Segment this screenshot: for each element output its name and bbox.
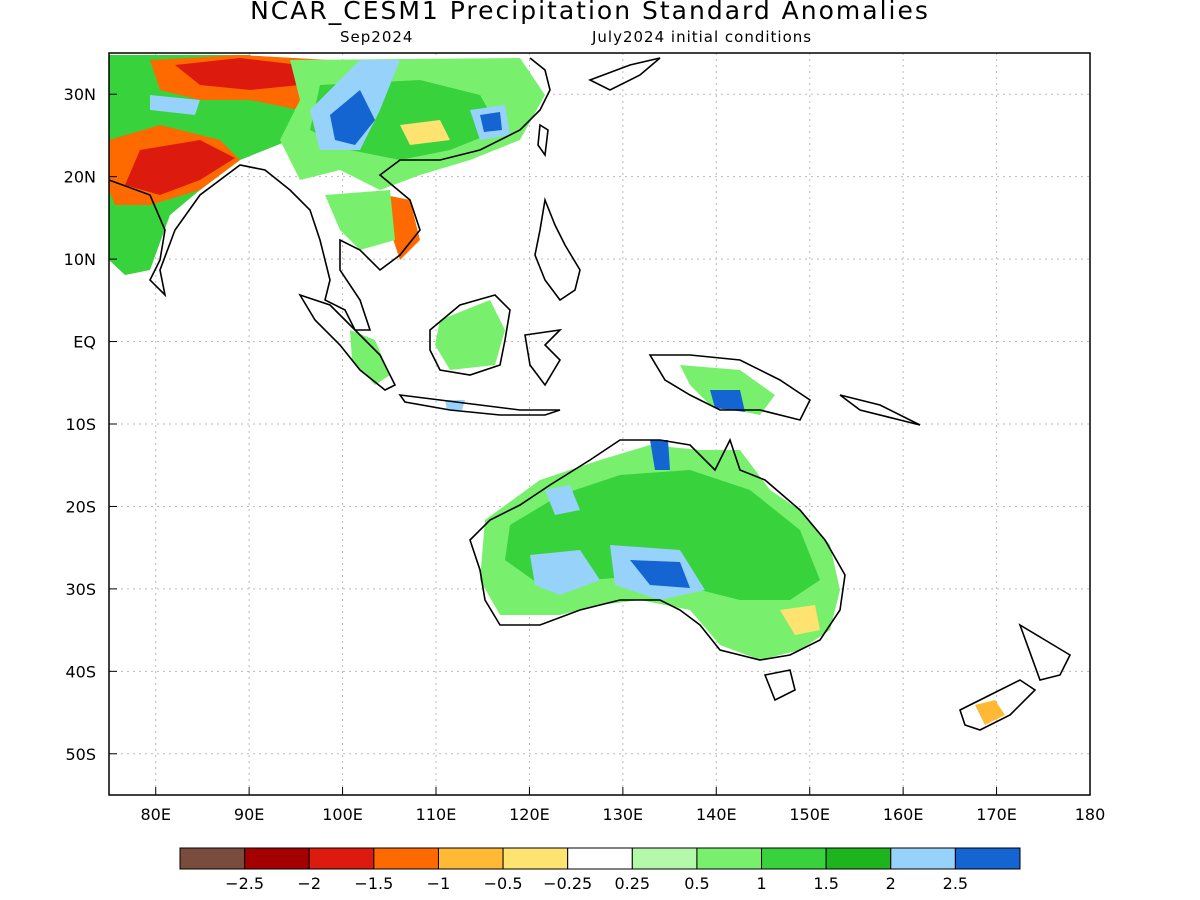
southeast-australia-dry [780, 605, 820, 635]
new-zealand-dry-patch [975, 700, 1005, 725]
philippines-coastline [534, 197, 581, 302]
lat-tick-label: 30N [64, 85, 96, 104]
longitude-axis: 80E 90E 100E 110E 120E 130E 140E 150E 160E 170E 18… [140, 787, 1105, 824]
colorbar-swatch [890, 847, 956, 870]
lon-tick-label: 130E [603, 805, 644, 824]
colorbar-label: 2.5 [943, 874, 968, 893]
lon-tick-label: 110E [416, 805, 457, 824]
lat-tick-label: 30S [65, 580, 96, 599]
vietnam-dry-region [385, 195, 420, 260]
top-end-very-wet [650, 440, 670, 470]
australia-very-wet-west [530, 550, 600, 595]
lat-tick-label: 10N [64, 250, 96, 269]
himalaya-wet-patch [150, 95, 200, 115]
lat-tick-label: 10S [65, 415, 96, 434]
lat-tick-label: EQ [73, 333, 96, 352]
colorbar-label: 1 [756, 874, 766, 893]
taiwan-coastline [537, 123, 549, 158]
australia-very-wet-northwest [545, 485, 580, 515]
coastlines [109, 57, 1072, 731]
australia-coastline [469, 437, 846, 661]
bengal-core-dry [125, 140, 235, 195]
colorbar-swatch [373, 847, 439, 870]
lat-tick-label: 20N [64, 168, 96, 187]
lon-tick-label: 120E [509, 805, 550, 824]
lon-tick-label: 80E [140, 805, 170, 824]
sumatra-wet-region [350, 330, 390, 385]
indochina-wet-region [325, 190, 395, 250]
tasmania-coastline [763, 669, 796, 702]
sumatra-coastline [298, 293, 397, 391]
lon-tick-label: 160E [883, 805, 924, 824]
colorbar-swatch [244, 847, 310, 870]
new-zealand-north-coastline [1018, 623, 1072, 681]
solomon-islands-coastline [839, 394, 921, 426]
graticule [109, 53, 1091, 795]
colorbar-swatch [437, 847, 504, 870]
lat-tick-label: 40S [65, 662, 96, 681]
lon-tick-label: 180 [1075, 805, 1106, 824]
east-china-dry-patch [400, 120, 450, 145]
borneo-wet-region [435, 300, 505, 370]
colorbar-swatch [761, 847, 827, 870]
colorbar-label: 0.25 [614, 874, 650, 893]
colorbar-swatch [954, 847, 1021, 870]
sulawesi-coastline [524, 328, 563, 387]
colorbar-swatch [825, 847, 892, 870]
yunnan-core-very-wet [330, 90, 375, 145]
forecast-month-subtitle: Sep2024 [340, 28, 414, 46]
colorbar-label: −2.5 [225, 874, 264, 893]
colorbar-label: −2 [297, 874, 321, 893]
colorbar-label: −1 [427, 874, 451, 893]
australia-core-very-wet [630, 560, 690, 588]
lat-tick-label: 50S [65, 745, 96, 764]
new-guinea-very-wet [710, 390, 745, 412]
colorbar-label: 2 [886, 874, 896, 893]
lon-tick-label: 170E [976, 805, 1017, 824]
colorbar-label: 0.5 [684, 874, 709, 893]
colorbar-swatch [502, 847, 569, 870]
north-india-core-dry [175, 58, 300, 90]
new-guinea-coastline [648, 354, 812, 421]
east-china-core-very-wet [480, 112, 502, 132]
colorbar-label: 1.5 [813, 874, 838, 893]
asia-coastline [109, 57, 551, 331]
colorbar-swatch [567, 847, 633, 870]
lon-tick-label: 90E [234, 805, 264, 824]
lon-tick-label: 140E [696, 805, 737, 824]
lon-tick-label: 100E [322, 805, 363, 824]
map-title: NCAR_CESM1 Precipitation Standard Anomal… [250, 0, 930, 25]
colorbar-swatch [308, 847, 375, 870]
lat-tick-label: 20S [65, 497, 96, 516]
latitude-axis: 30N 20N 10N EQ 10S 20S 30S 40S 50S [64, 85, 117, 764]
anomaly-fields [109, 55, 1005, 725]
java-coastline [398, 393, 561, 416]
new-zealand-south-coastline [959, 679, 1037, 731]
lon-tick-label: 150E [789, 805, 830, 824]
colorbar-label: −0.25 [543, 874, 592, 893]
plot-frame [108, 52, 1091, 796]
colorbar: −2.5 −2 −1.5 −1 −0.5 −0.25 0.25 0.5 1 1.5 2 2.5 [179, 847, 1021, 893]
borneo-coastline [429, 294, 511, 376]
colorbar-label: −1.5 [354, 874, 393, 893]
initial-conditions-subtitle: July2024 initial conditions [592, 28, 813, 46]
colorbar-swatch [179, 847, 246, 870]
colorbar-label: −0.5 [484, 874, 523, 893]
colorbar-swatch [631, 847, 698, 870]
colorbar-swatch [696, 847, 763, 870]
japan-coastline [588, 57, 661, 91]
